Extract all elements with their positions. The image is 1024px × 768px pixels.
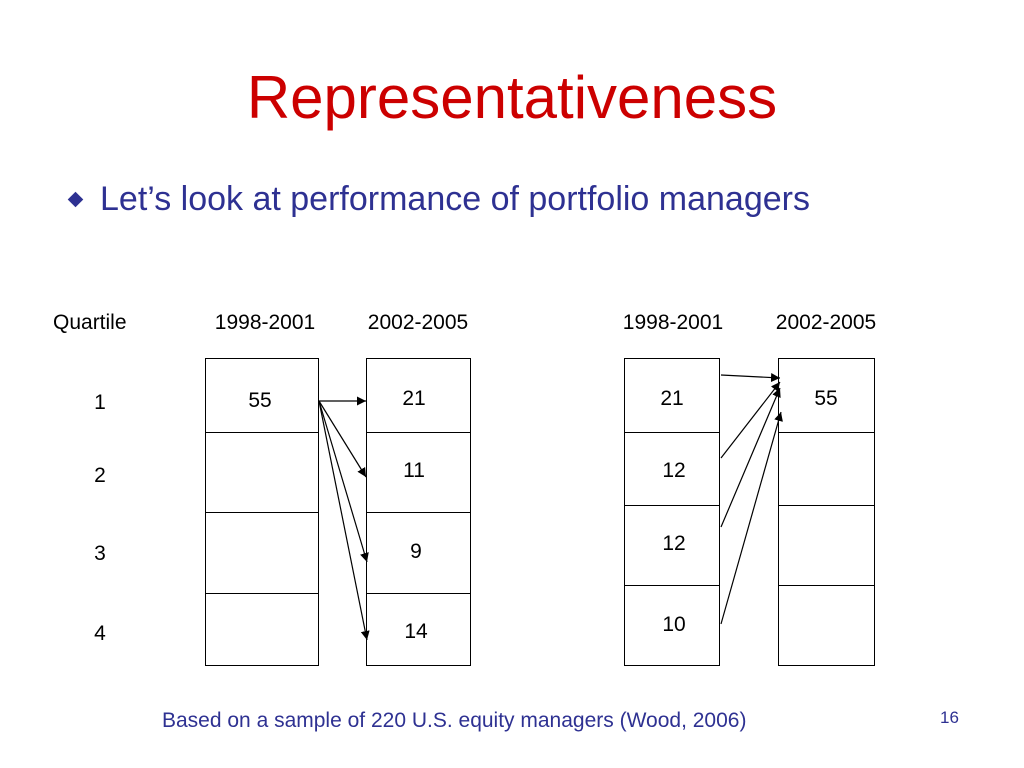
quartile-label-4: 4 — [94, 622, 106, 645]
right-p1-cell-q4 — [624, 585, 720, 666]
left-p1-cell-q3 — [205, 512, 319, 594]
right-p2-cell-q3 — [778, 505, 875, 586]
left-p2-value-q2: 11 — [403, 459, 425, 482]
left-p2-value-q1: 21 — [402, 387, 426, 410]
left-p1-cell-q4 — [205, 593, 319, 666]
arrow-right-q4-to-q1 — [720, 411, 783, 625]
right-period-1-header: 1998-2001 — [622, 311, 724, 334]
bullet-item: Let’s look at performance of portfolio m… — [67, 176, 810, 222]
quartile-label-1: 1 — [94, 391, 106, 414]
arrow-right-q3-to-q1 — [720, 387, 781, 528]
arrow-left-q1-to-q2 — [318, 400, 367, 478]
left-period-2-header: 2002-2005 — [367, 311, 469, 334]
bullet-text: Let’s look at performance of portfolio m… — [100, 179, 810, 218]
right-p1-value-q1: 21 — [660, 387, 684, 410]
right-p1-value-q3: 12 — [662, 532, 686, 555]
slide-number: 16 — [940, 708, 959, 727]
right-p2-cell-q4 — [778, 585, 875, 666]
arrow-left-q1-to-q4 — [318, 400, 370, 641]
right-p1-value-q2: 12 — [662, 459, 686, 482]
right-p2-cell-q2 — [778, 432, 875, 506]
arrow-left-q1-to-q3 — [318, 400, 369, 563]
quartile-header: Quartile — [53, 311, 127, 334]
left-period-1-header: 1998-2001 — [214, 311, 316, 334]
slide-title: Representativeness — [246, 64, 778, 131]
left-p1-value-q1: 55 — [248, 389, 272, 412]
right-p2-value-q1: 55 — [814, 387, 838, 410]
left-p2-value-q3: 9 — [410, 540, 422, 563]
right-p1-value-q4: 10 — [662, 613, 686, 636]
quartile-label-2: 2 — [94, 464, 106, 487]
left-p1-cell-q2 — [205, 432, 319, 513]
left-p2-value-q4: 14 — [404, 620, 428, 643]
arrow-right-q1-to-q1 — [720, 373, 781, 383]
source-footnote: Based on a sample of 220 U.S. equity man… — [162, 709, 747, 732]
arrow-right-q2-to-q1 — [720, 381, 781, 459]
quartile-label-3: 3 — [94, 542, 106, 565]
right-period-2-header: 2002-2005 — [775, 311, 877, 334]
diamond-icon — [67, 191, 84, 207]
